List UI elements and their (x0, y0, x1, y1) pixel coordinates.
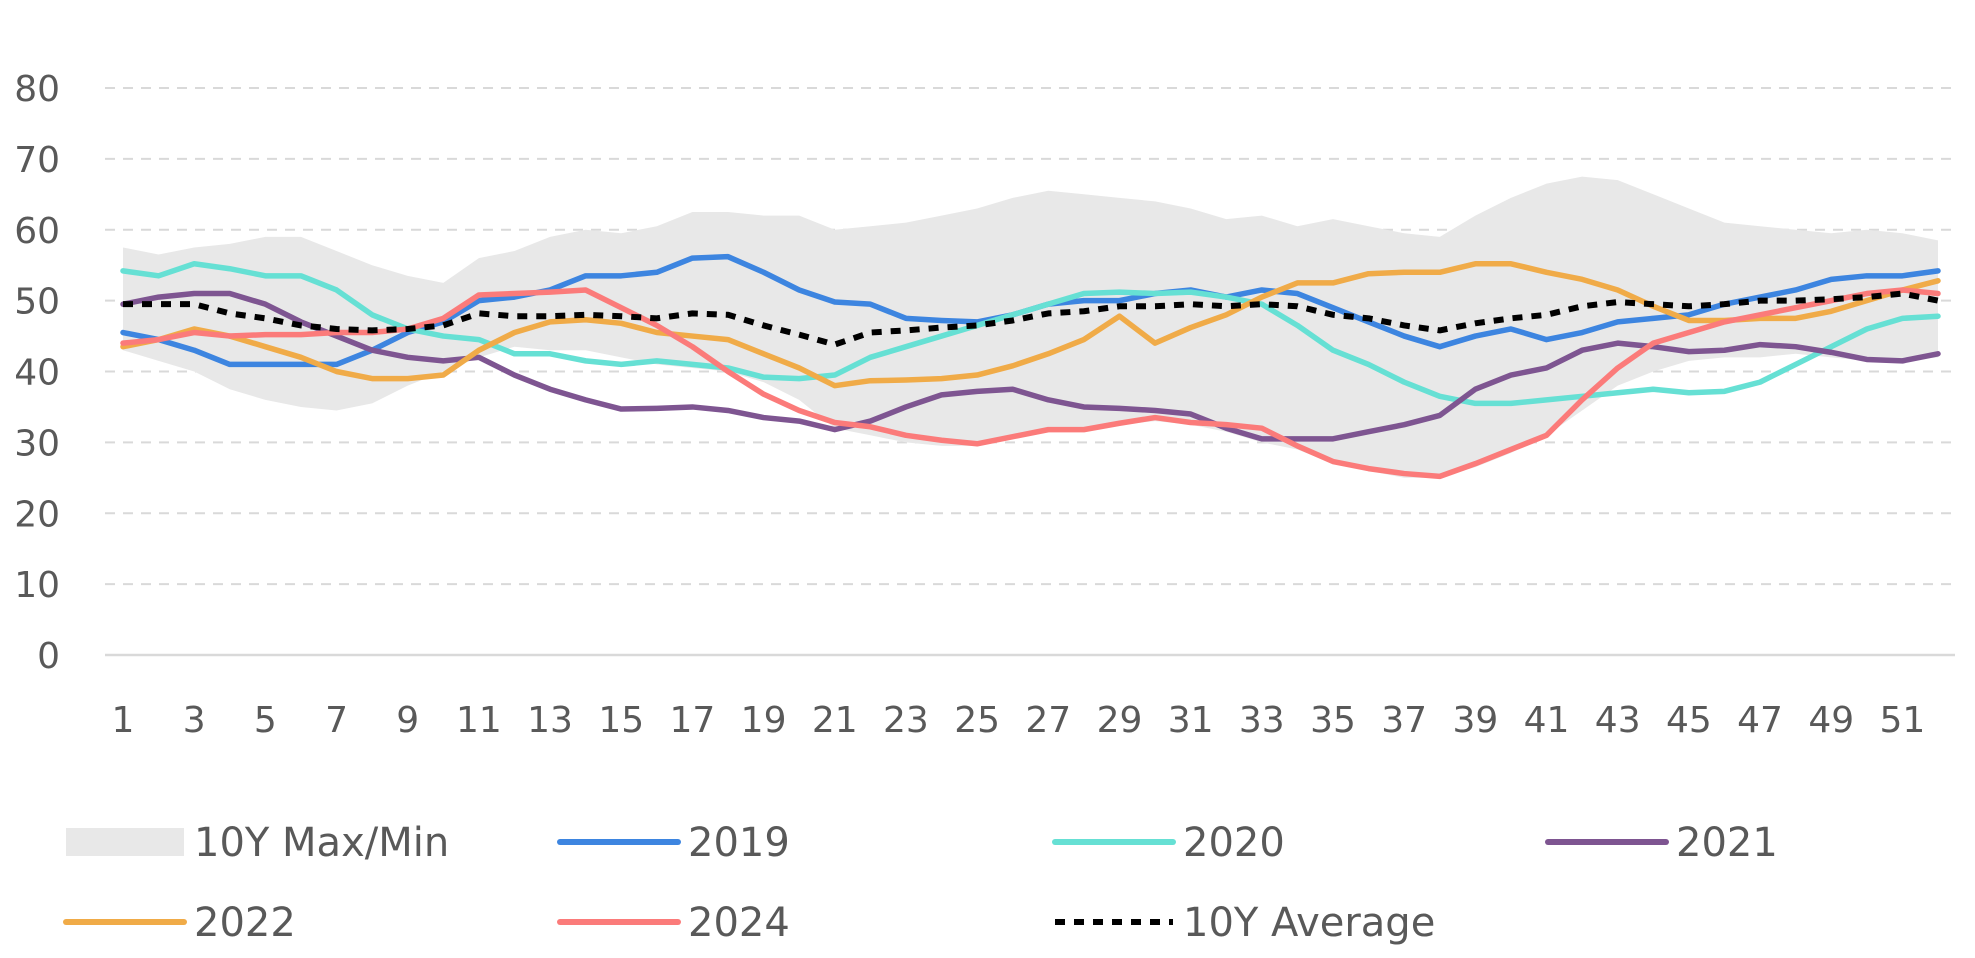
x-tick-label: 11 (456, 700, 502, 741)
series-line-2022 (120, 261, 1941, 389)
x-tick-label: 27 (1025, 700, 1071, 741)
series-line-2024 (120, 287, 1941, 480)
x-tick-label: 7 (325, 700, 348, 741)
x-tick-label: 39 (1452, 700, 1498, 741)
x-tick-label: 3 (183, 700, 206, 741)
x-tick-label: 49 (1808, 700, 1854, 741)
legend: 10Y Max/Min 2019 2020 2021 2022 2024 10Y Avera… (63, 820, 1778, 946)
legend-item-2024: 2024 (557, 900, 790, 946)
x-tick-label: 15 (598, 700, 644, 741)
legend-item-10y-average: 10Y Average (1055, 900, 1435, 946)
legend-label: 10Y Max/Min (194, 820, 449, 866)
series-line-2021 (120, 290, 1941, 442)
y-tick-label: 0 (37, 636, 60, 677)
legend-label: 2020 (1183, 820, 1285, 866)
x-tick-label: 19 (741, 700, 787, 741)
legend-item-10y-max-min: 10Y Max/Min (66, 820, 449, 866)
y-tick-label: 70 (14, 140, 60, 181)
x-tick-label: 17 (670, 700, 716, 741)
y-tick-label: 40 (14, 353, 60, 394)
x-tick-label: 37 (1381, 700, 1427, 741)
x-tick-label: 31 (1168, 700, 1214, 741)
x-tick-label: 25 (954, 700, 1000, 741)
y-tick-label: 60 (14, 211, 60, 252)
x-tick-label: 29 (1097, 700, 1143, 741)
x-tick-label: 47 (1737, 700, 1783, 741)
x-tick-label: 23 (883, 700, 929, 741)
series-lines (120, 253, 1941, 480)
x-tick-label: 21 (812, 700, 858, 741)
x-tick-label: 51 (1880, 700, 1926, 741)
legend-swatch (66, 828, 184, 856)
y-tick-label: 20 (14, 494, 60, 535)
legend-label: 2022 (194, 900, 296, 946)
legend-item-2021: 2021 (1545, 820, 1778, 866)
x-tick-label: 13 (527, 700, 573, 741)
legend-label: 2021 (1676, 820, 1778, 866)
x-tick-label: 35 (1310, 700, 1356, 741)
legend-label: 10Y Average (1183, 900, 1435, 946)
legend-item-2022: 2022 (63, 900, 296, 946)
series-line-2020 (120, 261, 1941, 407)
x-tick-label: 1 (112, 700, 135, 741)
legend-item-2020: 2020 (1052, 820, 1285, 866)
y-tick-label: 10 (14, 565, 60, 606)
x-tick-label: 9 (396, 700, 419, 741)
x-tick-label: 33 (1239, 700, 1285, 741)
y-tick-label: 30 (14, 423, 60, 464)
legend-label: 2019 (688, 820, 790, 866)
series-line-10y-average (123, 290, 1939, 348)
x-tick-label: 43 (1595, 700, 1641, 741)
legend-label: 2024 (688, 900, 790, 946)
y-tick-label: 50 (14, 282, 60, 323)
x-tick-label: 45 (1666, 700, 1712, 741)
y-tick-label: 80 (14, 69, 60, 110)
legend-item-2019: 2019 (557, 820, 790, 866)
x-tick-label: 5 (254, 700, 277, 741)
x-tick-label: 41 (1524, 700, 1570, 741)
